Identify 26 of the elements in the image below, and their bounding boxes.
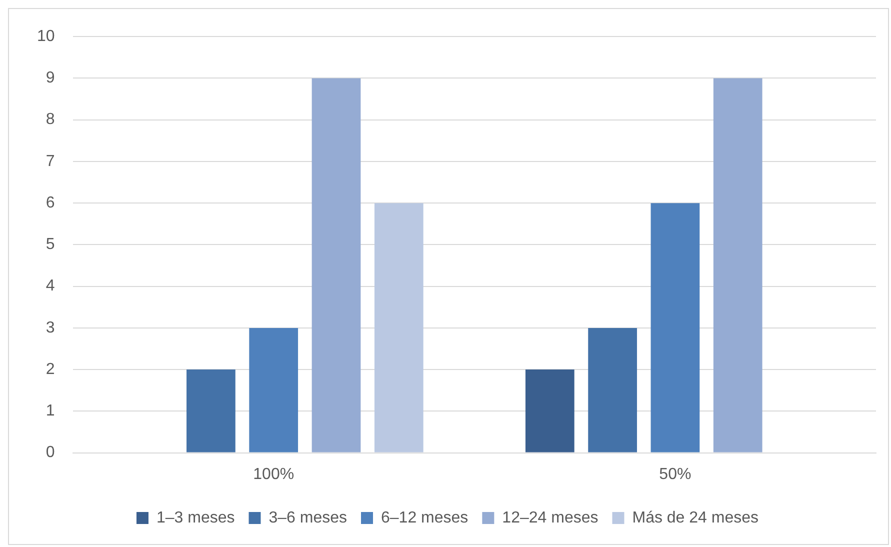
bar [713, 78, 762, 452]
y-tick-label: 1 [46, 402, 55, 420]
y-tick-label: 9 [46, 70, 55, 87]
bar [588, 328, 637, 452]
legend-label: 6–12 meses [381, 509, 468, 526]
bar [525, 370, 574, 452]
y-tick-label: 3 [46, 319, 55, 336]
bar [312, 78, 361, 452]
bar [186, 370, 236, 452]
bar [374, 203, 424, 452]
y-tick-label: 4 [46, 278, 55, 295]
bar [650, 203, 700, 452]
legend-label: 12–24 meses [502, 509, 598, 526]
y-tick-label: 5 [46, 236, 55, 254]
y-tick-label: 8 [46, 111, 55, 128]
y-tick-label: 0 [46, 444, 55, 462]
x-tick-label: 50% [659, 466, 692, 483]
legend-label: 3–6 meses [268, 509, 348, 526]
legend-label: Más de 24 meses [632, 509, 759, 526]
bar [249, 328, 298, 452]
y-tick-label: 2 [46, 360, 55, 378]
y-tick-label: 6 [46, 194, 55, 212]
legend-label: 1–3 meses [156, 509, 235, 526]
y-tick-label: 10 [37, 28, 55, 46]
y-tick-label: 7 [46, 152, 55, 170]
x-tick-label: 100% [253, 466, 294, 483]
